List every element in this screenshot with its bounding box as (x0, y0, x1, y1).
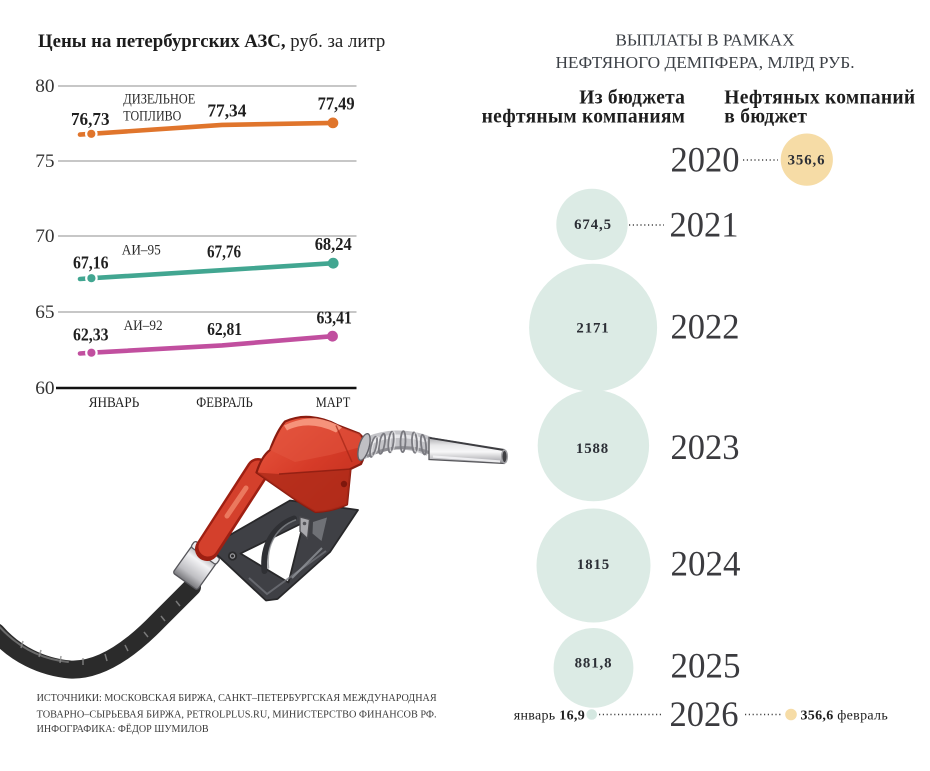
svg-text:75: 75 (35, 151, 54, 172)
svg-text:62,81: 62,81 (207, 319, 242, 339)
svg-text:2023: 2023 (671, 427, 740, 467)
svg-text:Из бюджета: Из бюджета (579, 87, 685, 108)
svg-text:68,24: 68,24 (315, 234, 352, 254)
svg-text:нефтяным компаниям: нефтяным компаниям (482, 106, 686, 127)
svg-text:АИ–95: АИ–95 (122, 243, 161, 259)
svg-text:2024: 2024 (671, 543, 741, 583)
svg-text:ТОВАРНО–СЫРЬЕВАЯ БИРЖА, PETROL: ТОВАРНО–СЫРЬЕВАЯ БИРЖА, PETROLPLUS.RU, М… (37, 709, 437, 720)
svg-text:ЯНВАРЬ: ЯНВАРЬ (89, 395, 140, 411)
svg-text:Нефтяных компаний: Нефтяных компаний (724, 87, 915, 108)
svg-text:674,5: 674,5 (574, 217, 612, 233)
svg-text:2021: 2021 (670, 205, 739, 245)
svg-text:76,73: 76,73 (71, 109, 110, 129)
svg-text:2025: 2025 (671, 646, 741, 686)
svg-text:67,16: 67,16 (73, 253, 109, 273)
svg-text:356,6: 356,6 (788, 153, 826, 169)
svg-text:МАРТ: МАРТ (316, 395, 351, 411)
svg-text:в бюджет: в бюджет (724, 106, 807, 127)
svg-text:63,41: 63,41 (317, 308, 352, 328)
svg-text:Цены на петербургских АЗС, руб: Цены на петербургских АЗС, руб. за литр (38, 31, 385, 52)
svg-text:356,6 февраль: 356,6 февраль (801, 709, 889, 724)
svg-text:77,49: 77,49 (318, 94, 355, 114)
svg-text:АИ–92: АИ–92 (124, 318, 163, 334)
svg-text:ФЕВРАЛЬ: ФЕВРАЛЬ (196, 395, 253, 411)
svg-text:1588: 1588 (576, 441, 609, 457)
svg-text:2026: 2026 (670, 694, 739, 734)
svg-text:62,33: 62,33 (73, 324, 109, 344)
svg-text:1815: 1815 (577, 557, 610, 573)
svg-text:65: 65 (35, 302, 54, 323)
svg-text:80: 80 (35, 76, 54, 97)
svg-text:2022: 2022 (671, 306, 740, 346)
svg-text:881,8: 881,8 (575, 656, 613, 672)
svg-text:ВЫПЛАТЫ В РАМКАХ: ВЫПЛАТЫ В РАМКАХ (615, 31, 795, 50)
svg-text:ДИЗЕЛЬНОЕ: ДИЗЕЛЬНОЕ (123, 92, 195, 108)
svg-text:НЕФТЯНОГО ДЕМПФЕРА, МЛРД РУБ.: НЕФТЯНОГО ДЕМПФЕРА, МЛРД РУБ. (555, 53, 854, 72)
svg-text:67,76: 67,76 (207, 241, 241, 261)
svg-text:ИНФОГРАФИКА: ФЁДОР ШУМИЛОВ: ИНФОГРАФИКА: ФЁДОР ШУМИЛОВ (37, 723, 209, 735)
svg-text:70: 70 (35, 226, 54, 247)
svg-text:ТОПЛИВО: ТОПЛИВО (123, 109, 181, 125)
svg-text:77,34: 77,34 (207, 101, 246, 121)
svg-text:ИСТОЧНИКИ: МОСКОВСКАЯ БИРЖА, С: ИСТОЧНИКИ: МОСКОВСКАЯ БИРЖА, САНКТ–ПЕТЕР… (37, 693, 437, 704)
svg-text:январь 16,9: январь 16,9 (514, 709, 585, 724)
svg-text:60: 60 (35, 378, 54, 399)
svg-text:2020: 2020 (671, 140, 740, 180)
svg-text:2171: 2171 (576, 321, 609, 337)
